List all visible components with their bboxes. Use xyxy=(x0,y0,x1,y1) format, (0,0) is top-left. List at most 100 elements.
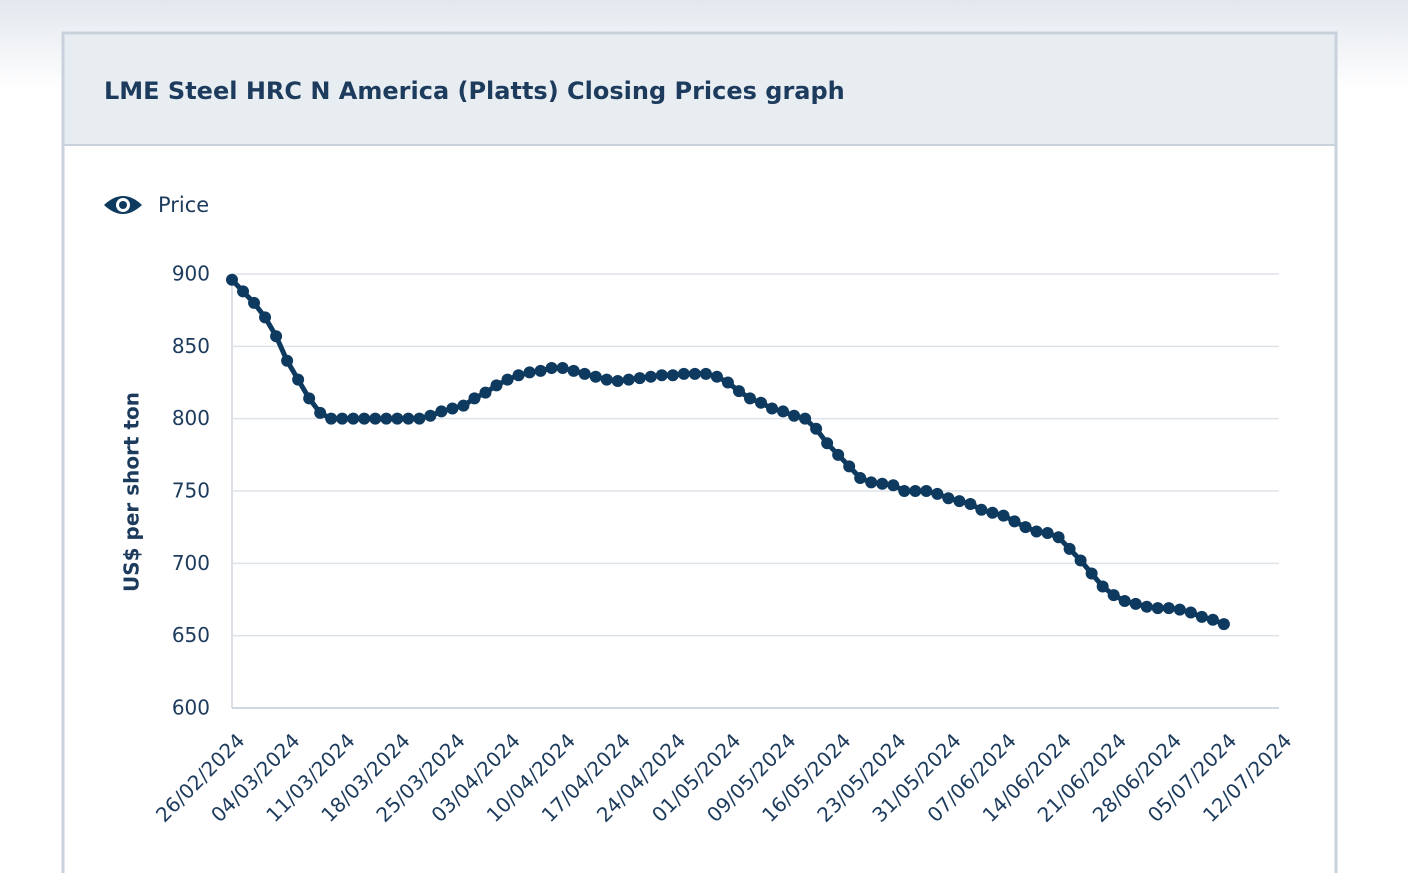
y-tick-label: 650 xyxy=(172,623,210,647)
price-point xyxy=(854,471,867,484)
price-point xyxy=(479,386,492,399)
price-point xyxy=(688,367,701,380)
price-point xyxy=(677,367,690,380)
price-point xyxy=(490,379,503,392)
legend-icon[interactable] xyxy=(104,196,142,214)
price-point xyxy=(942,492,955,505)
price-point xyxy=(799,412,812,425)
price-point xyxy=(259,311,272,324)
price-point xyxy=(1195,610,1208,623)
price-point xyxy=(1162,602,1175,615)
price-point xyxy=(281,354,294,367)
price-point xyxy=(446,402,459,415)
price-point xyxy=(237,285,250,298)
price-point xyxy=(986,506,999,519)
price-point xyxy=(843,460,856,473)
price-point xyxy=(391,412,404,425)
price-point xyxy=(1085,567,1098,580)
price-point xyxy=(336,412,349,425)
price-point xyxy=(292,373,305,386)
price-point xyxy=(523,366,536,379)
price-point xyxy=(887,479,900,492)
price-point xyxy=(975,503,988,516)
price-point xyxy=(556,362,569,375)
price-point xyxy=(1019,521,1032,534)
card xyxy=(61,31,1338,873)
price-point xyxy=(534,364,547,377)
price-point xyxy=(909,485,922,497)
price-point xyxy=(732,385,745,398)
price-point xyxy=(953,495,966,508)
price-point xyxy=(666,369,679,382)
legend-label[interactable]: Price xyxy=(158,193,209,217)
price-point xyxy=(1008,515,1021,528)
price-point xyxy=(1184,606,1197,619)
chart-title: LME Steel HRC N America (Platts) Closing… xyxy=(104,77,845,105)
price-point xyxy=(920,485,933,497)
price-point xyxy=(567,364,580,377)
price-point xyxy=(931,487,944,500)
price-point xyxy=(611,375,624,388)
y-tick-label: 750 xyxy=(172,479,210,503)
price-point xyxy=(865,476,878,489)
price-point xyxy=(1140,600,1153,613)
price-point xyxy=(303,392,316,405)
price-point xyxy=(402,412,415,425)
price-point xyxy=(468,392,481,405)
price-point xyxy=(1063,542,1076,555)
price-point xyxy=(358,412,371,425)
card-header xyxy=(64,34,1335,145)
price-point xyxy=(788,409,801,422)
price-point xyxy=(777,405,790,418)
price-point xyxy=(898,485,911,497)
y-axis-label: US$ per short ton xyxy=(120,392,144,592)
y-tick-label: 850 xyxy=(172,334,210,358)
price-point xyxy=(578,367,591,380)
price-point xyxy=(248,296,261,309)
price-point xyxy=(721,376,734,389)
price-point xyxy=(380,412,393,425)
price-point xyxy=(1107,589,1120,602)
y-tick-label: 800 xyxy=(172,406,210,430)
price-point xyxy=(1030,525,1043,538)
price-point xyxy=(832,448,845,461)
y-tick-label: 700 xyxy=(172,551,210,575)
price-point xyxy=(997,509,1010,522)
price-point xyxy=(545,362,558,375)
price-point xyxy=(413,412,426,425)
price-point xyxy=(1173,603,1186,616)
price-point xyxy=(1074,554,1087,567)
price-point xyxy=(633,372,646,385)
price-point xyxy=(622,373,635,386)
price-point xyxy=(743,392,756,405)
price-point xyxy=(964,498,977,511)
price-point xyxy=(457,399,470,412)
price-point xyxy=(369,412,382,425)
price-point xyxy=(699,367,712,380)
price-point xyxy=(810,422,823,435)
y-tick-label: 900 xyxy=(172,262,210,286)
price-point xyxy=(589,370,602,383)
price-point xyxy=(1206,613,1219,626)
price-point xyxy=(424,409,437,422)
price-point xyxy=(1041,526,1054,539)
price-point xyxy=(270,330,283,343)
price-point xyxy=(501,373,514,386)
price-point xyxy=(1217,618,1230,631)
price-point xyxy=(766,402,779,415)
price-point xyxy=(1151,602,1164,615)
price-point xyxy=(1096,580,1109,593)
price-point xyxy=(347,412,360,425)
price-point xyxy=(435,405,448,418)
price-point xyxy=(655,369,668,382)
price-point xyxy=(325,412,338,425)
price-point xyxy=(1118,594,1131,607)
price-point xyxy=(512,369,525,382)
price-point xyxy=(755,396,768,409)
price-point xyxy=(644,370,657,383)
price-point xyxy=(1129,597,1142,610)
price-point xyxy=(821,437,834,450)
price-point xyxy=(876,477,889,490)
price-point xyxy=(314,406,327,419)
